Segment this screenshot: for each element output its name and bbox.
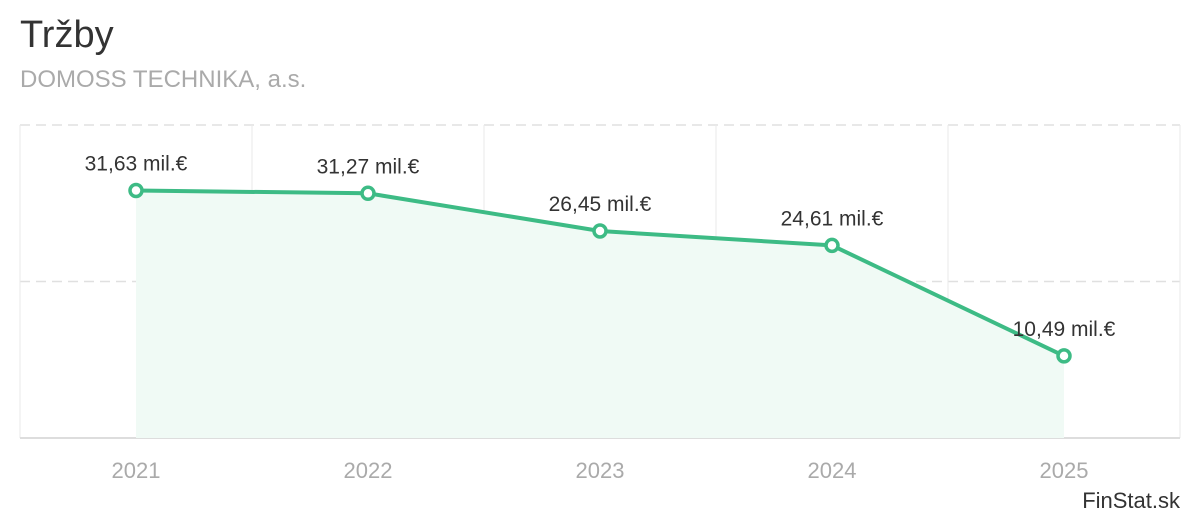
data-point-2023: [592, 223, 608, 239]
point-layer: [128, 182, 1072, 364]
chart-subtitle: DOMOSS TECHNIKA, a.s.: [20, 66, 307, 93]
x-tick-label-2021: 2021: [112, 458, 161, 483]
label-layer: 31,63 mil.€ 31,27 mil.€ 26,45 mil.€ 24,61 m…: [85, 152, 1116, 340]
data-label-2021: 31,63 mil.€: [85, 152, 188, 175]
x-tick-label-2023: 2023: [576, 458, 625, 483]
data-label-2022: 31,27 mil.€: [317, 155, 420, 178]
data-label-2025: 10,49 mil.€: [1013, 318, 1116, 341]
tick-layer: 2021 2022 2023 2024 2025: [112, 458, 1089, 483]
data-label-2023: 26,45 mil.€: [549, 193, 652, 216]
chart-title: Tržby: [20, 14, 114, 56]
x-tick-label-2024: 2024: [808, 458, 857, 483]
data-point-2025: [1056, 348, 1072, 364]
data-point-2024: [824, 237, 840, 254]
data-label-2024: 24,61 mil.€: [781, 207, 884, 230]
source-credit: FinStat.sk: [1082, 488, 1180, 513]
x-tick-label-2025: 2025: [1040, 458, 1089, 483]
data-point-2022: [360, 185, 376, 202]
data-point-2021: [128, 182, 144, 199]
x-tick-label-2022: 2022: [344, 458, 393, 483]
